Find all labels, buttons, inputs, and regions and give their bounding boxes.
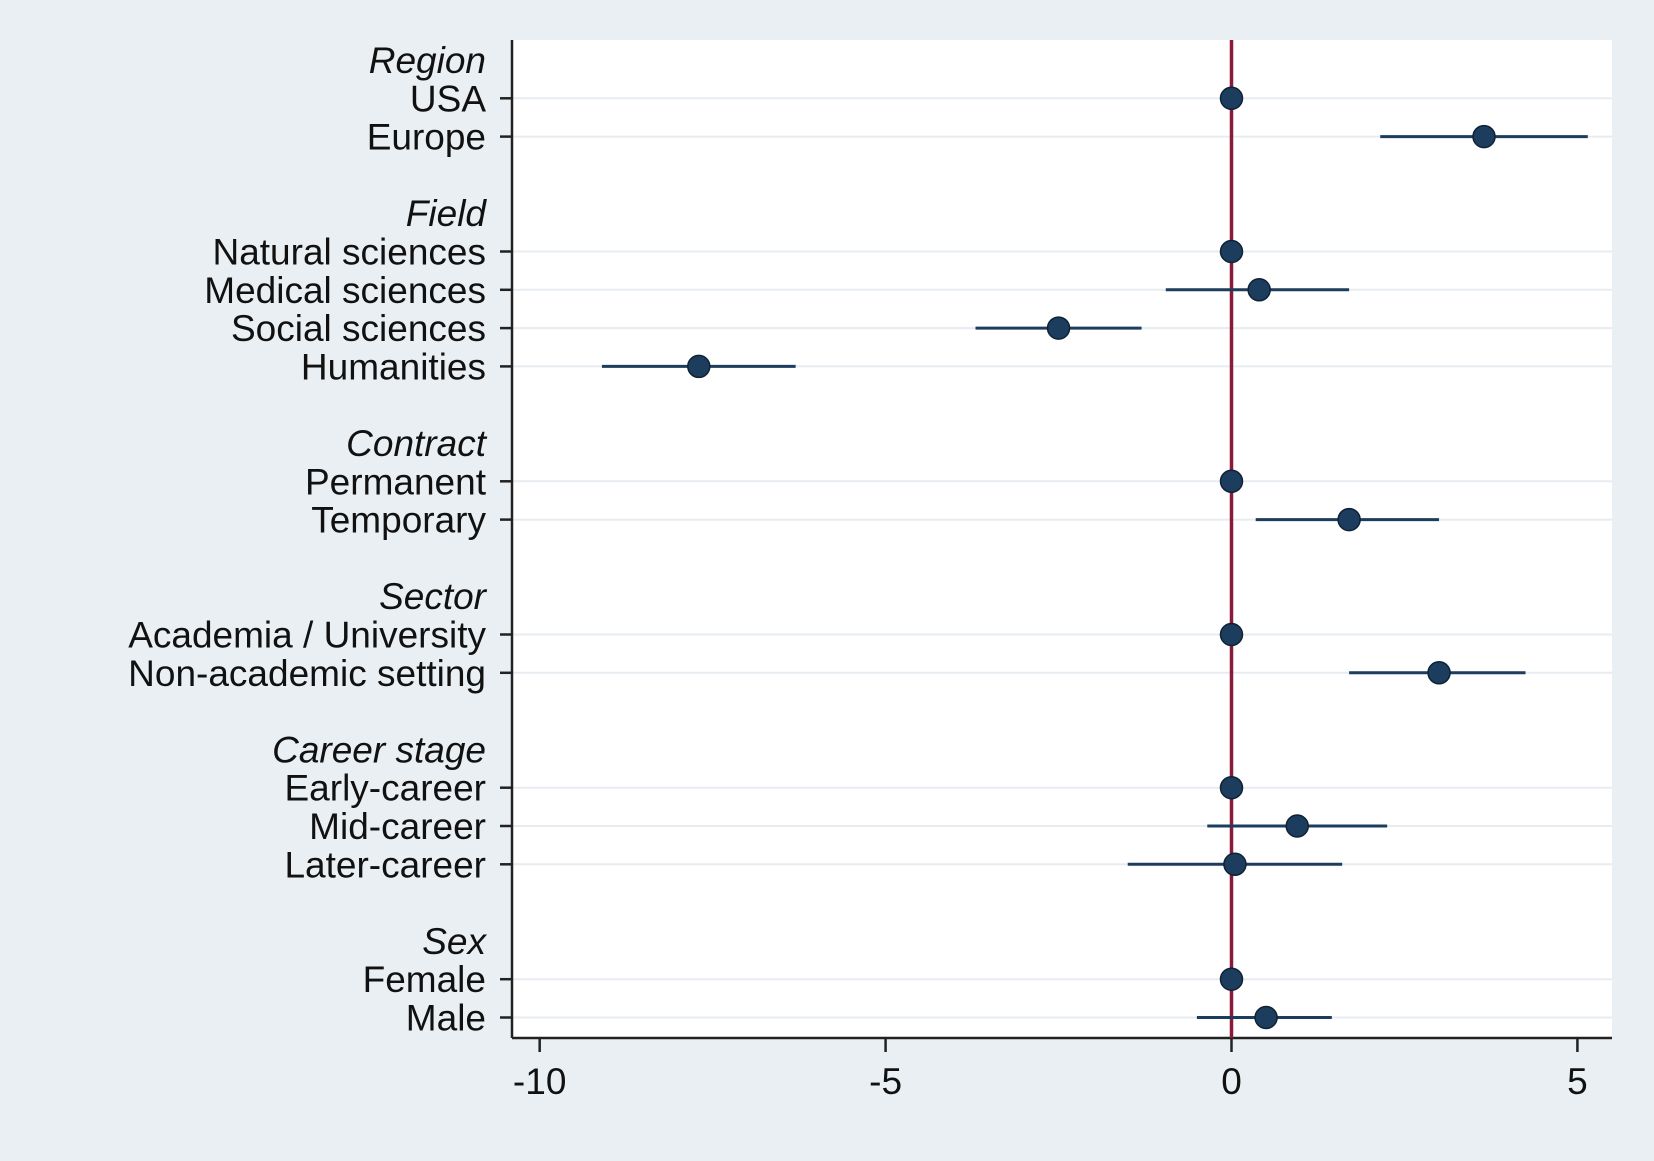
- x-tick-label: 5: [1567, 1061, 1588, 1102]
- point-estimate: [1254, 1005, 1278, 1030]
- category-label: Humanities: [301, 346, 486, 387]
- x-axis-ticks: -10 -5 0 5: [513, 1038, 1588, 1102]
- point-estimate: [1223, 852, 1247, 877]
- x-tick-label: 0: [1221, 1061, 1242, 1102]
- x-tick-label: -10: [513, 1061, 566, 1102]
- group-label: Region: [369, 40, 486, 81]
- group-label: Sex: [422, 921, 487, 962]
- point-estimate: [1219, 86, 1244, 111]
- category-label: Permanent: [305, 461, 487, 502]
- category-label: Academia / University: [128, 615, 486, 656]
- point-estimate: [1427, 661, 1451, 685]
- point-estimate: [1337, 507, 1361, 532]
- group-label: Sector: [379, 576, 488, 617]
- estimates: [601, 86, 1588, 1030]
- plot-area: [512, 40, 1612, 1038]
- x-tick-label: -5: [869, 1061, 902, 1102]
- point-estimate: [1472, 124, 1496, 149]
- point-estimate: [1219, 469, 1244, 494]
- group-label: Field: [406, 193, 488, 234]
- point-estimate: [1247, 278, 1271, 302]
- point-estimate: [1285, 814, 1309, 838]
- point-estimate: [1219, 967, 1244, 991]
- category-label: Natural sciences: [212, 232, 486, 273]
- point-estimate: [1219, 239, 1244, 264]
- category-label: Social sciences: [231, 308, 486, 349]
- point-estimate: [1219, 775, 1244, 800]
- category-label: Europe: [367, 117, 486, 158]
- category-label: Male: [406, 998, 486, 1039]
- group-label: Contract: [346, 423, 488, 464]
- category-label: Later-career: [284, 844, 486, 885]
- category-label: Medical sciences: [204, 270, 486, 311]
- category-label: Non-academic setting: [128, 653, 486, 694]
- category-label: Early-career: [285, 768, 487, 809]
- point-estimate: [687, 354, 711, 379]
- category-label: Female: [363, 959, 486, 1000]
- category-label: USA: [410, 78, 486, 119]
- point-estimate: [1046, 316, 1071, 340]
- group-label: Career stage: [272, 729, 486, 770]
- category-label: Temporary: [311, 500, 486, 541]
- point-estimate: [1219, 622, 1244, 647]
- category-label: Mid-career: [309, 806, 486, 847]
